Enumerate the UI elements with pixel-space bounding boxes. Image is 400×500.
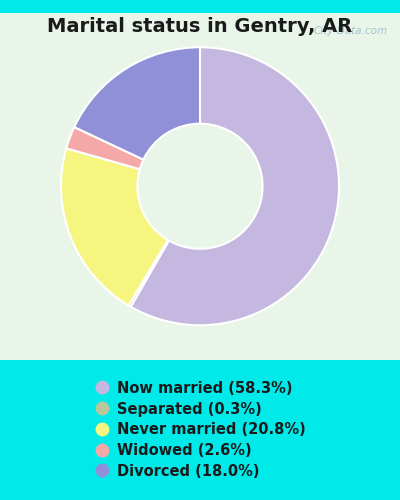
Wedge shape bbox=[66, 127, 144, 169]
Wedge shape bbox=[61, 148, 168, 306]
Text: City-Data.com: City-Data.com bbox=[314, 26, 388, 36]
Wedge shape bbox=[128, 240, 169, 307]
Wedge shape bbox=[131, 48, 339, 325]
Legend: Now married (58.3%), Separated (0.3%), Never married (20.8%), Widowed (2.6%), Di: Now married (58.3%), Separated (0.3%), N… bbox=[95, 381, 305, 479]
Wedge shape bbox=[74, 47, 200, 160]
Text: Marital status in Gentry, AR: Marital status in Gentry, AR bbox=[47, 18, 353, 36]
